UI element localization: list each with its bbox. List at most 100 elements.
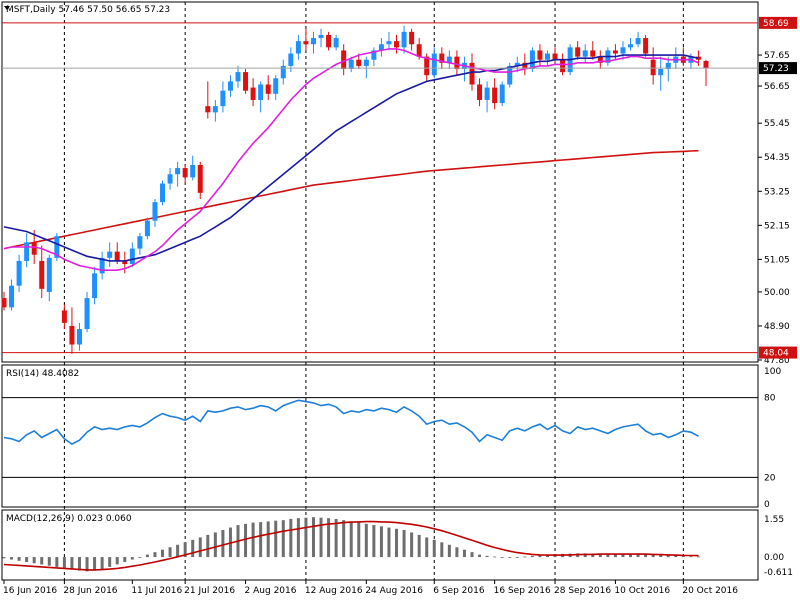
candle-body bbox=[152, 202, 158, 221]
macd-histogram-bar bbox=[168, 547, 172, 558]
ma-slow-line bbox=[3, 54, 699, 262]
ma-fast-path bbox=[3, 48, 699, 272]
macd-histogram-bar bbox=[410, 532, 414, 558]
macd-histogram-bar bbox=[130, 557, 134, 560]
time-tick-label: 6 Sep 2016 bbox=[433, 586, 485, 596]
macd-histogram-bar bbox=[334, 518, 338, 558]
candle-body bbox=[582, 50, 588, 57]
macd-histogram-bar bbox=[251, 522, 255, 558]
macd-histogram-bar bbox=[523, 556, 527, 558]
candle-body bbox=[235, 72, 241, 82]
macd-histogram-bar bbox=[55, 557, 59, 567]
macd-histogram-bar bbox=[274, 520, 278, 558]
macd-histogram-bar bbox=[100, 557, 104, 570]
rsi-tick-label: 100 bbox=[764, 367, 781, 377]
macd-histogram-bar bbox=[681, 556, 685, 558]
macd-histogram-bar bbox=[47, 557, 51, 566]
macd-histogram-bar bbox=[364, 523, 368, 558]
price-tick-label: 57.65 bbox=[764, 51, 790, 61]
time-tick-label: 28 Sep 2016 bbox=[554, 586, 611, 596]
ma-long-line bbox=[3, 149, 699, 250]
time-tick-label: 21 Jul 2016 bbox=[184, 586, 235, 596]
macd-histogram-bar bbox=[530, 555, 534, 558]
candle-body bbox=[363, 59, 369, 66]
candle-body bbox=[144, 220, 150, 237]
rsi-axis: 100 80 20 0 bbox=[764, 367, 781, 510]
macd-histogram-bar bbox=[598, 553, 602, 558]
candle-body bbox=[303, 41, 309, 45]
candle-body bbox=[514, 62, 520, 66]
macd-histogram-bar bbox=[440, 542, 444, 558]
candle-body bbox=[114, 251, 120, 261]
macd-histogram-bar bbox=[289, 518, 293, 558]
macd-axis: 1.55 0.00 -0.611 bbox=[764, 515, 793, 578]
macd-histogram-bar bbox=[402, 530, 406, 558]
candle-body bbox=[356, 59, 362, 66]
macd-histogram-bar bbox=[508, 557, 512, 558]
candle-body bbox=[507, 65, 513, 85]
time-tick-label: 16 Sep 2016 bbox=[494, 586, 551, 596]
candle-body bbox=[273, 78, 279, 94]
price-tick-label: 53.25 bbox=[764, 187, 790, 197]
macd-histogram-bar bbox=[161, 549, 165, 558]
rsi-tick-label: 20 bbox=[764, 473, 776, 483]
macd-histogram-bar bbox=[500, 557, 504, 558]
macd-histogram-bar bbox=[319, 517, 323, 558]
candle-body bbox=[597, 56, 603, 63]
price-levels bbox=[2, 22, 758, 354]
macd-histogram-bar bbox=[183, 542, 187, 558]
macd-histogram-bar bbox=[123, 557, 127, 562]
chevron-down-icon[interactable] bbox=[4, 6, 10, 10]
candle-body bbox=[295, 41, 301, 54]
candle-body bbox=[54, 236, 60, 258]
macd-histogram-bar bbox=[583, 553, 587, 558]
candle-body bbox=[484, 87, 490, 100]
macd-tick-label: 0.00 bbox=[764, 553, 784, 563]
macd-histogram-bar bbox=[259, 522, 263, 558]
candle-body bbox=[220, 90, 226, 107]
macd-histogram-bar bbox=[387, 527, 391, 558]
macd-histogram-bar bbox=[62, 557, 66, 569]
resistance-level-tag-bg bbox=[759, 16, 797, 29]
candle-body bbox=[24, 242, 30, 261]
candle-body bbox=[658, 69, 664, 76]
candle-body bbox=[160, 183, 166, 203]
candle-body bbox=[76, 329, 82, 345]
candle-body bbox=[265, 84, 271, 94]
macd-histogram-bar bbox=[666, 555, 670, 558]
candle-body bbox=[69, 325, 75, 345]
price-tick-label: 52.15 bbox=[764, 221, 790, 231]
macd-histogram-bar bbox=[372, 525, 376, 558]
price-tick-label: 50.00 bbox=[764, 288, 790, 298]
macd-histogram-bar bbox=[2, 557, 6, 559]
current-price-tag: 57.23 bbox=[763, 64, 789, 74]
candle-body bbox=[409, 31, 415, 45]
candle-body bbox=[529, 50, 535, 70]
candle-body bbox=[205, 106, 211, 113]
macd-histogram-bar bbox=[176, 544, 180, 558]
macd-histogram-bar bbox=[621, 553, 625, 558]
macd-histogram-bar bbox=[32, 557, 36, 564]
candle-body bbox=[439, 53, 445, 63]
macd-histogram-bar bbox=[357, 522, 361, 558]
candle-body bbox=[137, 236, 143, 249]
candle-body bbox=[258, 84, 264, 100]
candle-body bbox=[99, 257, 105, 274]
candle-body bbox=[333, 38, 339, 48]
macd-histogram-bar bbox=[606, 554, 610, 558]
rsi-tick-label: 80 bbox=[764, 394, 776, 404]
macd-histogram-bar bbox=[221, 530, 225, 558]
candle-body bbox=[575, 47, 581, 57]
candle-body bbox=[628, 44, 634, 48]
candle-body bbox=[250, 87, 256, 100]
candle-body bbox=[61, 310, 67, 323]
macd-histogram-bar bbox=[379, 526, 383, 558]
candle-body bbox=[31, 242, 37, 255]
time-tick-label: 2 Aug 2016 bbox=[245, 586, 297, 596]
candle-body bbox=[182, 168, 188, 178]
time-tick-label: 20 Oct 2016 bbox=[682, 586, 738, 596]
candle-body bbox=[92, 273, 98, 299]
time-tick-label: 10 Oct 2016 bbox=[614, 586, 670, 596]
macd-tick-label: 1.55 bbox=[764, 515, 784, 525]
candle-body bbox=[310, 38, 316, 45]
